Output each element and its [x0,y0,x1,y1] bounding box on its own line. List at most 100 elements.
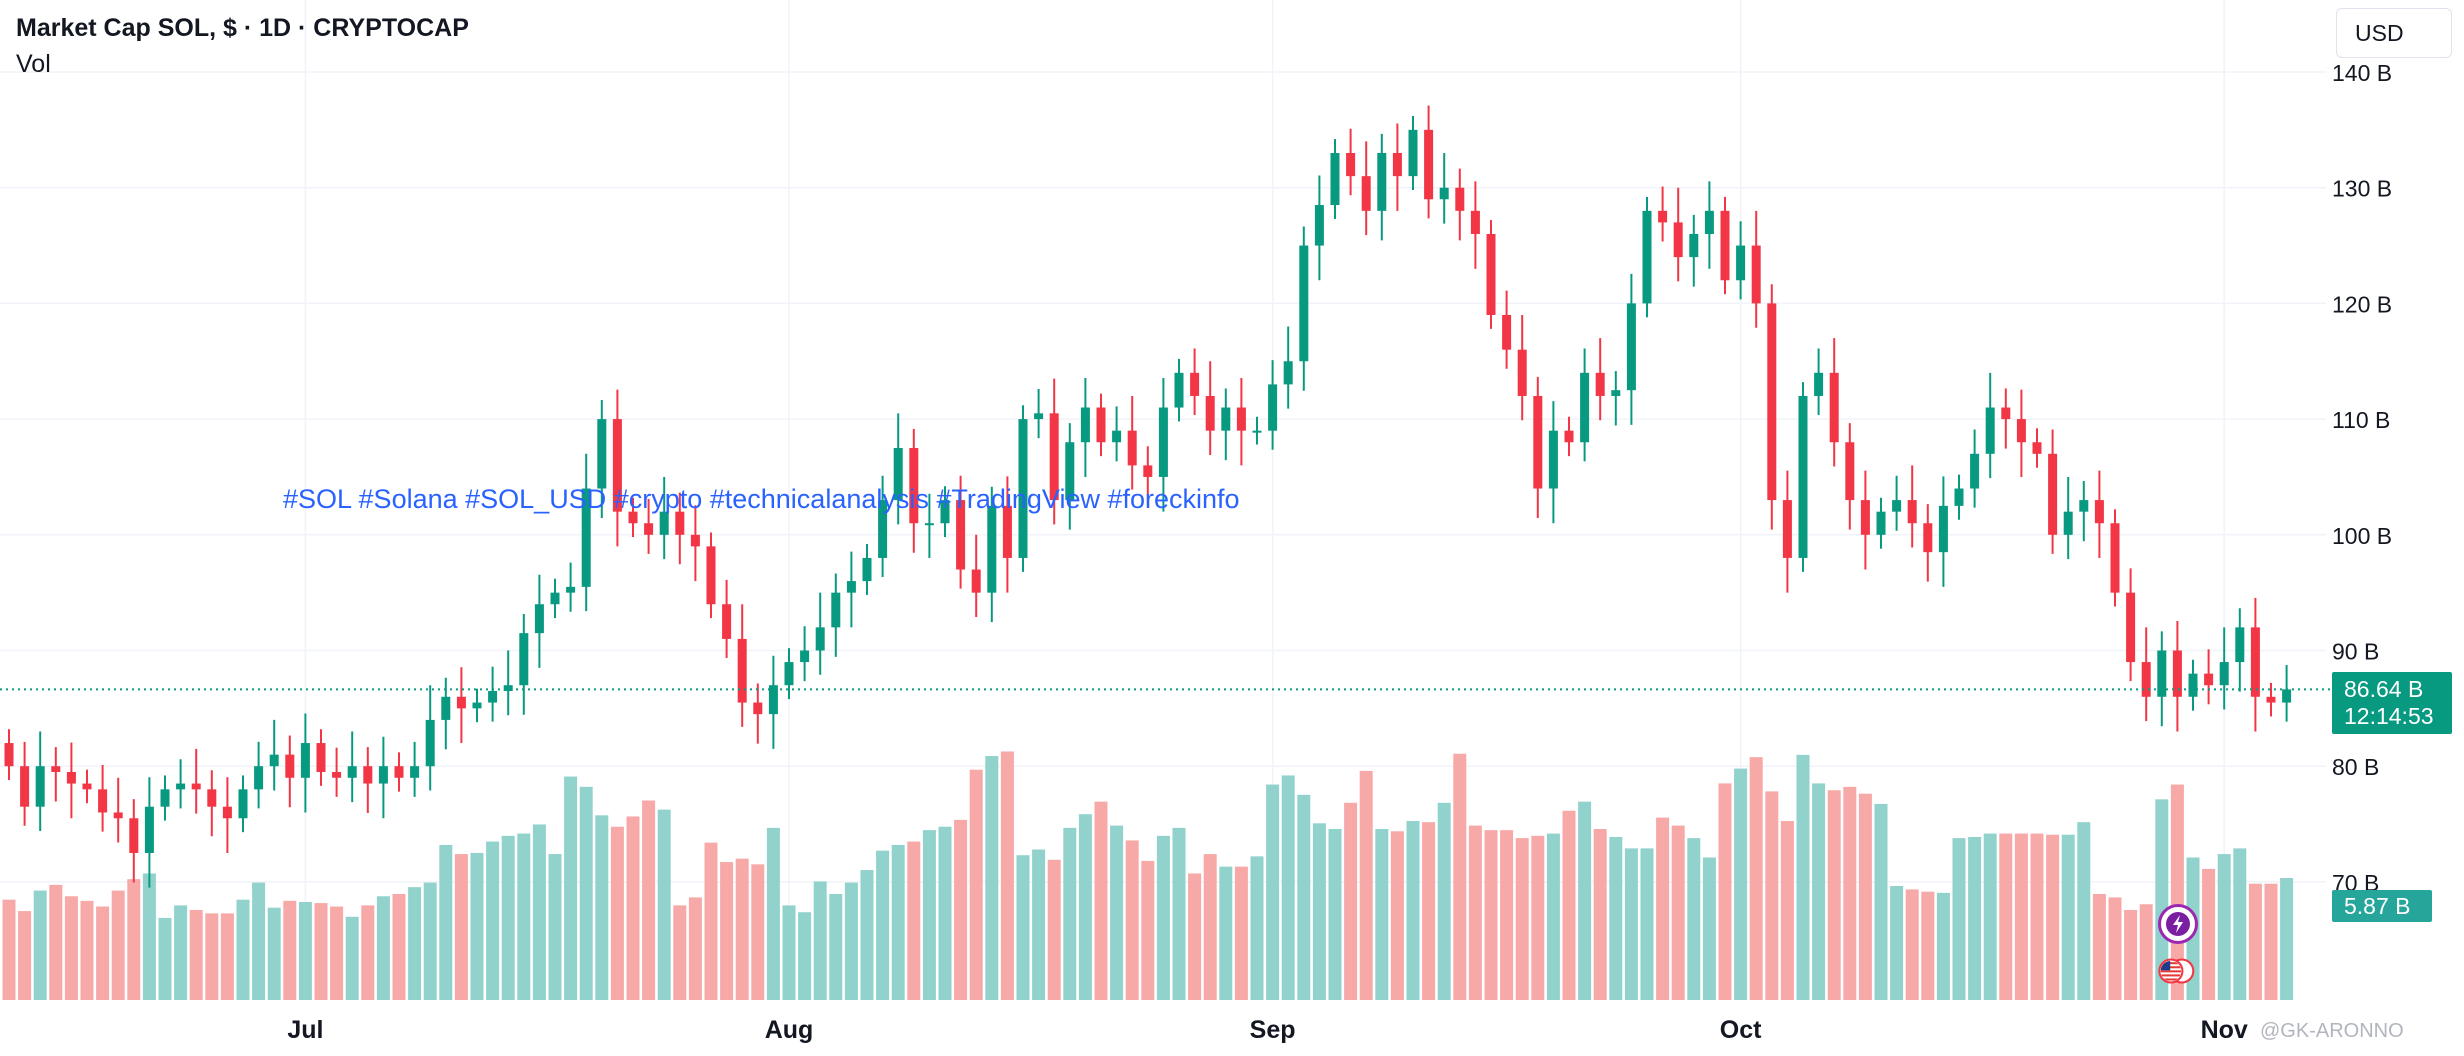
candle-body [2063,511,2073,535]
candle-body [1954,488,1964,506]
volume-bar [938,826,952,1000]
candle-body [238,789,248,819]
candle-body [909,448,919,524]
candle-body [846,581,856,593]
volume-bar [579,786,593,1000]
volume-bar [1796,754,1810,1000]
candle-body [2094,500,2104,524]
candle-body [2188,673,2198,697]
candle-body [4,743,14,767]
volume-bar [642,800,656,1000]
candle-body [82,783,92,790]
volume-bar [626,816,640,1000]
candle-body [129,818,139,853]
currency-button[interactable]: USD [2336,8,2452,58]
candle-body [2016,419,2026,443]
volume-bar [1546,833,1560,1000]
y-tick-label: 100 B [2332,523,2392,549]
candle-body [1736,245,1746,281]
volume-bar [1063,827,1077,1000]
candle-body [1938,505,1948,553]
volume-bar [1765,791,1779,1000]
y-tick-label: 90 B [2332,639,2379,665]
volume-bar [829,893,843,1000]
candle-body [1642,210,1652,304]
volume-bar [1437,802,1451,1000]
candle-body [1190,372,1200,396]
volume-bar [1453,753,1467,1000]
volume-bar [907,841,921,1000]
candle-body [1439,187,1449,200]
candle-body [612,419,622,512]
candle-body [222,806,232,819]
volume-bar [1016,855,1030,1000]
candle-body [519,633,529,686]
volume-bar [1234,866,1248,1000]
volume-bar [1858,793,1872,1000]
volume-bar [220,913,234,1000]
volume-bar [252,882,266,1000]
volume-bar [1110,825,1124,1000]
volume-bar [1624,848,1638,1000]
volume-bar [1952,838,1966,1000]
candle-body [347,766,357,778]
volume-bar [501,835,515,1000]
us-flag-icon[interactable] [2158,952,2196,990]
lightning-icon[interactable] [2158,904,2198,944]
volume-bar [127,879,141,1000]
candle-body [1720,210,1730,281]
volume-bar [985,756,999,1000]
volume-bar [1968,836,1982,1000]
volume-bar [922,830,936,1000]
volume-bar [1172,827,1186,1000]
volume-bar [1000,751,1014,1000]
candle-body [503,685,513,691]
candle-body [1923,523,1933,553]
volume-bar [1718,783,1732,1000]
volume-bar [1406,821,1420,1000]
volume-bar [798,912,812,1000]
volume-bar [470,852,484,1000]
volume-bar [1983,833,1997,1000]
candle-body [269,754,279,767]
candle-body [425,719,435,767]
volume-bar [1188,873,1202,1000]
candle-body [207,789,217,807]
volume-bar [1141,860,1155,1000]
volume-bar [18,911,32,1000]
candle-body [956,500,966,570]
volume-bar [1780,821,1794,1000]
hashtag-watermark: #SOL #Solana #SOL_USD #crypto #technical… [283,484,1240,514]
volume-bar [1312,823,1326,1000]
candle-body [644,523,654,535]
volume-bar [1219,866,1233,1000]
candle-body [113,812,123,819]
candle-body [1034,413,1044,420]
volume-bar [2030,833,2044,1000]
candle-body [675,511,685,535]
candle-body [722,604,732,639]
candlesticks [4,105,2292,888]
volume-bar [1687,838,1701,1000]
volume-bar [1921,891,1935,1000]
volume-bar [2077,822,2091,1000]
candle-body [2282,689,2292,703]
volume-bar [49,884,63,1000]
candle-body [1611,390,1621,396]
candle-body [160,789,170,807]
volume-bar [782,905,796,1000]
volume-bar [2014,833,2028,1000]
candle-body [332,771,342,778]
volume-bar [2170,784,2184,1000]
candle-body [1533,395,1543,489]
volume-bar [1640,848,1654,1000]
volume-bar [1328,829,1342,1000]
candle-body [1158,407,1168,477]
volume-bar [1047,859,1061,1000]
candle-body [1299,245,1309,362]
candle-body [1689,233,1699,258]
candle-body [1798,395,1808,558]
chart-title: Market Cap SOL, $ · 1D · CRYPTOCAP [16,14,469,42]
